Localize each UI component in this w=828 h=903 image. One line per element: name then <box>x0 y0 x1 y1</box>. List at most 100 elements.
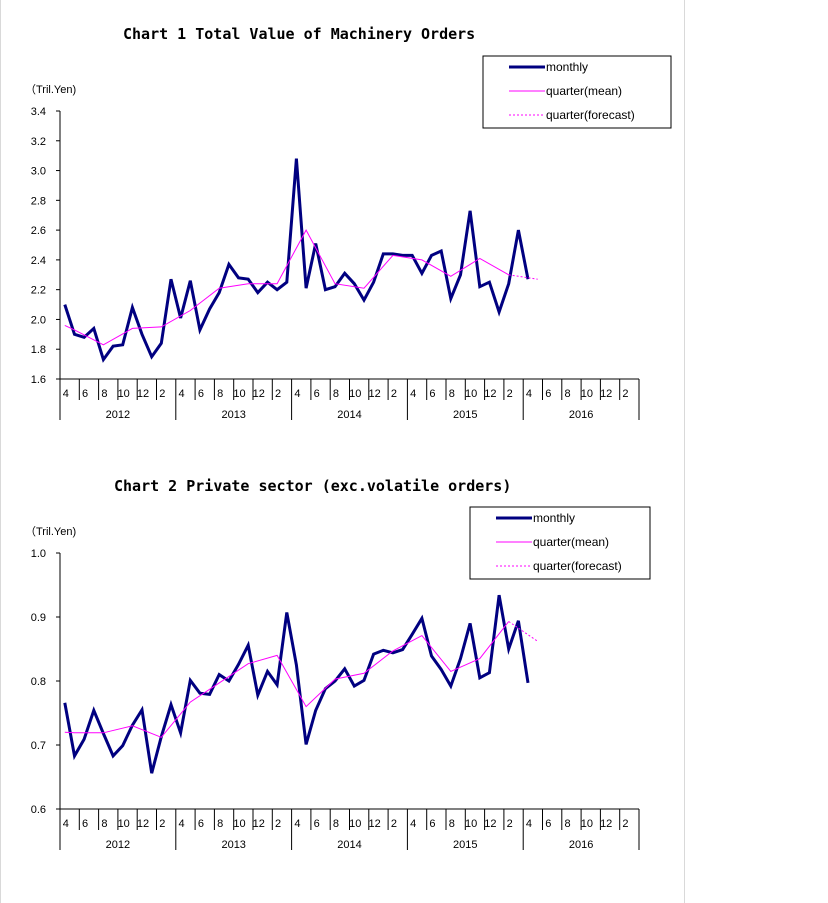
chart1-x-tick-label: 2 <box>622 388 628 400</box>
chart2-year-label: 2014 <box>337 839 361 851</box>
chart1-x-tick-label: 8 <box>565 388 571 400</box>
chart2-x-tick-label: 6 <box>314 818 320 830</box>
chart2-legend-label-forecast: quarter(forecast) <box>533 559 622 573</box>
chart2-y-tick-label: 0.7 <box>31 740 46 752</box>
chart2-y-tick-label: 0.8 <box>31 676 46 688</box>
chart1-x-tick-label: 2 <box>159 388 165 400</box>
chart1-x-tick-label: 12 <box>368 388 380 400</box>
chart1-x-tick-label: 10 <box>465 388 477 400</box>
chart2-series-quarter-forecast <box>508 621 538 642</box>
chart1-svg: （Tril.Yen) 1.6 1.8 2.0 2.2 2.4 2.6 2.8 3.0 3.2 3.4… <box>25 55 672 421</box>
chart2-x-tick-label: 4 <box>179 818 185 830</box>
chart2-x-tick-label: 12 <box>600 818 612 830</box>
chart1-year-label: 2014 <box>337 409 361 421</box>
chart2-legend-label-mean: quarter(mean) <box>533 535 609 549</box>
chart1-x-tick-label: 6 <box>429 388 435 400</box>
chart1-series-quarter-forecast <box>508 274 538 280</box>
chart2-x-tick-label: 10 <box>581 818 593 830</box>
chart2-x-tick-label: 8 <box>217 818 223 830</box>
chart1-x-tick-label: 4 <box>63 388 69 400</box>
chart1-x-tick-label: 2 <box>275 388 281 400</box>
chart2-title: Chart 2 Private sector (exc.volatile ord… <box>114 477 512 495</box>
chart2-x-tick-label: 8 <box>449 818 455 830</box>
chart1-x-tick-label: 6 <box>198 388 204 400</box>
chart2-x-tick-label: 2 <box>622 818 628 830</box>
chart1-legend-label-mean: quarter(mean) <box>546 84 622 98</box>
chart1-x-tick-label: 12 <box>137 388 149 400</box>
chart2-series-monthly <box>63 594 530 774</box>
chart2-x-tick-label: 10 <box>349 818 361 830</box>
chart2-x-tick-label: 4 <box>294 818 300 830</box>
chart1-title: Chart 1 Total Value of Machinery Orders <box>123 25 476 43</box>
chart1-legend-label-monthly: monthly <box>546 60 588 74</box>
chart1-y-tick-label: 3.2 <box>31 136 46 148</box>
chart1-series-quarter-mean <box>64 229 509 346</box>
chart2-x-tick-label: 6 <box>429 818 435 830</box>
chart2-series-quarter-mean <box>64 621 510 738</box>
chart1-x-tick-label: 10 <box>349 388 361 400</box>
chart2-year-label: 2012 <box>106 839 130 851</box>
chart2-x-tick-label: 8 <box>565 818 571 830</box>
chart1-x-tick-label: 8 <box>217 388 223 400</box>
chart1-x-tick-label: 8 <box>449 388 455 400</box>
chart1-y-tick-label: 3.4 <box>31 106 46 118</box>
chart1-legend-label-forecast: quarter(forecast) <box>546 108 635 122</box>
chart2-x-tick-label: 2 <box>507 818 513 830</box>
chart1-x-tick-label: 12 <box>600 388 612 400</box>
chart2-x-tick-label: 12 <box>137 818 149 830</box>
chart2-x-tick-label: 2 <box>275 818 281 830</box>
chart1-x-tick-label: 4 <box>294 388 300 400</box>
chart1-year-label: 2016 <box>569 409 593 421</box>
chart2-x-tick-label: 10 <box>118 818 130 830</box>
chart1-x-tick-label: 4 <box>526 388 532 400</box>
chart2-x-tick-label: 2 <box>391 818 397 830</box>
chart2-x-tick-label: 4 <box>63 818 69 830</box>
chart2-legend-label-monthly: monthly <box>533 511 575 525</box>
chart1-x-tick-label: 6 <box>545 388 551 400</box>
chart1-x-tick-label: 6 <box>314 388 320 400</box>
frame-right-border <box>684 0 685 903</box>
chart2-y-tick-label: 0.6 <box>31 804 46 816</box>
chart1-x-tick-label: 6 <box>82 388 88 400</box>
chart2-year-label: 2016 <box>569 839 593 851</box>
chart2-unit-label: （Tril.Yen) <box>25 525 76 538</box>
chart2-y-tick-label: 0.9 <box>31 612 46 624</box>
chart2-x-tick-label: 6 <box>198 818 204 830</box>
chart2-x-tick-label: 12 <box>484 818 496 830</box>
chart1-x-tick-label: 10 <box>581 388 593 400</box>
chart1-year-label: 2015 <box>453 409 477 421</box>
chart1-y-tick-label: 2.4 <box>31 255 46 267</box>
chart1-x-tick-label: 2 <box>391 388 397 400</box>
chart2-x-tick-label: 10 <box>233 818 245 830</box>
chart2-x-tick-label: 4 <box>526 818 532 830</box>
chart1-x-tick-label: 12 <box>484 388 496 400</box>
chart1-x-tick-label: 10 <box>233 388 245 400</box>
chart2-y-tick-label: 1.0 <box>31 548 46 560</box>
chart1-y-tick-label: 2.6 <box>31 225 46 237</box>
chart1-unit-label: （Tril.Yen) <box>25 83 76 96</box>
chart1-x-tick-label: 12 <box>253 388 265 400</box>
chart2-x-tick-label: 4 <box>410 818 416 830</box>
chart1-x-tick-label: 4 <box>179 388 185 400</box>
chart1-y-tick-label: 3.0 <box>31 166 46 178</box>
chart2-year-label: 2013 <box>221 839 245 851</box>
chart1-x-tick-label: 8 <box>333 388 339 400</box>
chart2-x-tick-label: 8 <box>101 818 107 830</box>
chart1-y-tick-label: 1.6 <box>31 374 46 386</box>
chart2-x-tick-label: 12 <box>368 818 380 830</box>
chart1-x-tick-label: 4 <box>410 388 416 400</box>
chart2-year-label: 2015 <box>453 839 477 851</box>
chart1-y-tick-label: 2.2 <box>31 285 46 297</box>
chart2-x-tick-label: 2 <box>159 818 165 830</box>
frame-left-border <box>0 0 1 903</box>
chart2-x-tick-label: 6 <box>545 818 551 830</box>
chart1-series-monthly <box>63 158 530 363</box>
chart1-y-tick-label: 2.0 <box>31 314 46 326</box>
chart1-y-tick-label: 2.8 <box>31 195 46 207</box>
chart1-year-label: 2012 <box>106 409 130 421</box>
chart2-x-tick-label: 6 <box>82 818 88 830</box>
chart1-x-tick-label: 10 <box>118 388 130 400</box>
chart1-year-label: 2013 <box>221 409 245 421</box>
